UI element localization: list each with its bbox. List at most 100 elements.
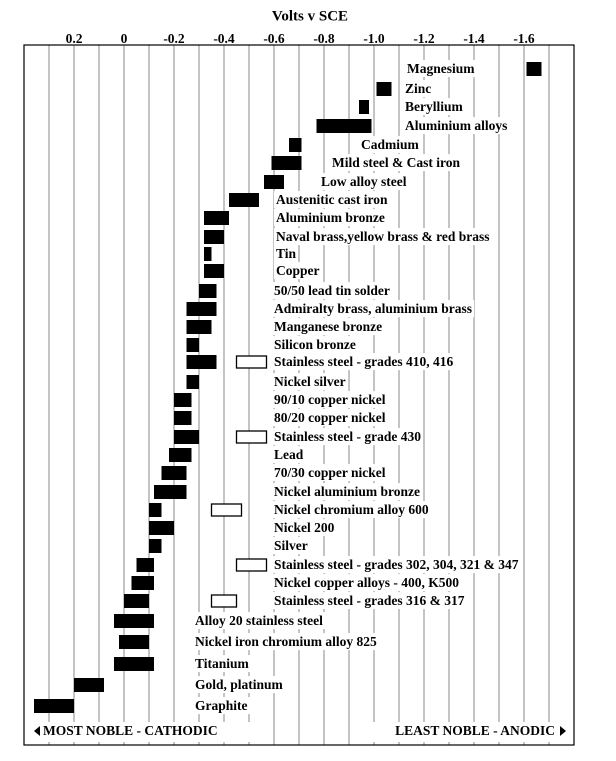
category-label: Graphite	[195, 698, 248, 713]
bar	[119, 635, 149, 649]
bar	[169, 448, 192, 462]
label-bg	[272, 409, 388, 427]
label-bg	[274, 228, 492, 246]
label-bg	[272, 483, 423, 501]
category-label: Low alloy steel	[321, 174, 407, 189]
category-label: Austenitic cast iron	[276, 192, 388, 207]
category-label: 90/10 copper nickel	[274, 392, 386, 407]
x-tick-label: -0.8	[313, 31, 335, 46]
label-bg	[272, 592, 467, 610]
category-label: Lead	[274, 447, 304, 462]
bar	[186, 302, 217, 316]
bar	[376, 82, 392, 96]
category-label: Nickel aluminium bronze	[274, 484, 420, 499]
label-bg	[272, 353, 456, 371]
label-bg	[272, 464, 388, 482]
category-label: Silicon bronze	[274, 337, 356, 352]
label-bg	[272, 282, 392, 300]
x-tick-label: -0.6	[263, 31, 285, 46]
x-tick-label: -0.2	[163, 31, 185, 46]
bar	[289, 138, 302, 152]
bar	[131, 576, 154, 590]
secondary-bar	[235, 355, 268, 369]
label-bg	[330, 154, 463, 172]
category-label: Naval brass,yellow brass & red brass	[276, 229, 490, 244]
bar	[161, 466, 187, 480]
right-arrow	[560, 726, 566, 736]
bar	[204, 211, 229, 225]
label-bg	[272, 537, 310, 555]
category-label: Stainless steel - grades 302, 304, 321 &…	[274, 557, 519, 572]
label-bg	[272, 519, 337, 537]
category-label: Nickel silver	[274, 374, 346, 389]
label-bg	[272, 391, 388, 409]
bar	[526, 62, 542, 76]
label-bg	[193, 697, 250, 715]
category-label: Nickel iron chromium alloy 825	[195, 634, 377, 649]
category-label: Stainless steel - grades 316 & 317	[274, 593, 465, 608]
bar	[154, 485, 187, 499]
bar	[124, 594, 149, 608]
label-bg	[272, 428, 424, 446]
bar	[136, 558, 154, 572]
bar	[264, 175, 284, 189]
label-bg	[193, 612, 326, 630]
bar	[174, 393, 192, 407]
bar	[199, 284, 217, 298]
category-label: Zinc	[405, 81, 431, 96]
label-bg	[403, 117, 510, 135]
category-label: Aluminium bronze	[276, 210, 385, 225]
category-label: Cadmium	[361, 137, 420, 152]
x-tick-label: -1.2	[413, 31, 435, 46]
category-label: Nickel chromium alloy 600	[274, 502, 429, 517]
label-bg	[193, 655, 252, 673]
plot-frame	[23, 44, 575, 746]
label-bg	[319, 173, 409, 191]
secondary-bar	[210, 503, 243, 517]
bar	[204, 230, 224, 244]
label-bg	[193, 633, 379, 651]
secondary-bar	[235, 430, 268, 444]
x-tick-label: -1.0	[363, 31, 385, 46]
label-bg	[405, 60, 478, 78]
x-tick-label: 0.2	[66, 31, 83, 46]
x-tick-label: 0	[121, 31, 128, 46]
bar	[204, 247, 212, 261]
label-bg	[272, 446, 306, 464]
label-bg	[274, 245, 299, 263]
category-label: Manganese bronze	[274, 319, 382, 334]
label-bg	[272, 373, 348, 391]
bar	[34, 699, 74, 713]
category-label: Silver	[274, 538, 308, 553]
bar	[174, 411, 192, 425]
label-bg	[272, 300, 475, 318]
x-tick-label: -0.4	[213, 31, 235, 46]
bar	[186, 338, 199, 352]
right-note: LEAST NOBLE - ANODIC	[395, 723, 555, 738]
label-bg	[403, 98, 466, 116]
bar	[186, 355, 217, 369]
label-bg	[274, 209, 387, 227]
bar	[114, 657, 154, 671]
label-bg	[193, 676, 286, 694]
label-bg	[272, 336, 358, 354]
category-label: Stainless steel - grades 410, 416	[274, 354, 453, 369]
category-label: Titanium	[195, 656, 250, 671]
bar	[74, 678, 104, 692]
bar	[271, 156, 302, 170]
bar	[149, 521, 174, 535]
label-bg	[272, 501, 431, 519]
bar	[204, 264, 224, 278]
left-note: MOST NOBLE - CATHODIC	[43, 723, 218, 738]
category-label: Beryllium	[405, 99, 463, 114]
category-label: Stainless steel - grade 430	[274, 429, 421, 444]
category-label: 80/20 copper nickel	[274, 410, 386, 425]
x-tick-label: -1.4	[463, 31, 485, 46]
category-label: 70/30 copper nickel	[274, 465, 386, 480]
secondary-bar	[210, 594, 238, 608]
bar	[186, 320, 212, 334]
label-bg	[274, 262, 322, 280]
chart-title: Volts v SCE	[272, 8, 348, 24]
x-tick-label: -1.6	[513, 31, 535, 46]
